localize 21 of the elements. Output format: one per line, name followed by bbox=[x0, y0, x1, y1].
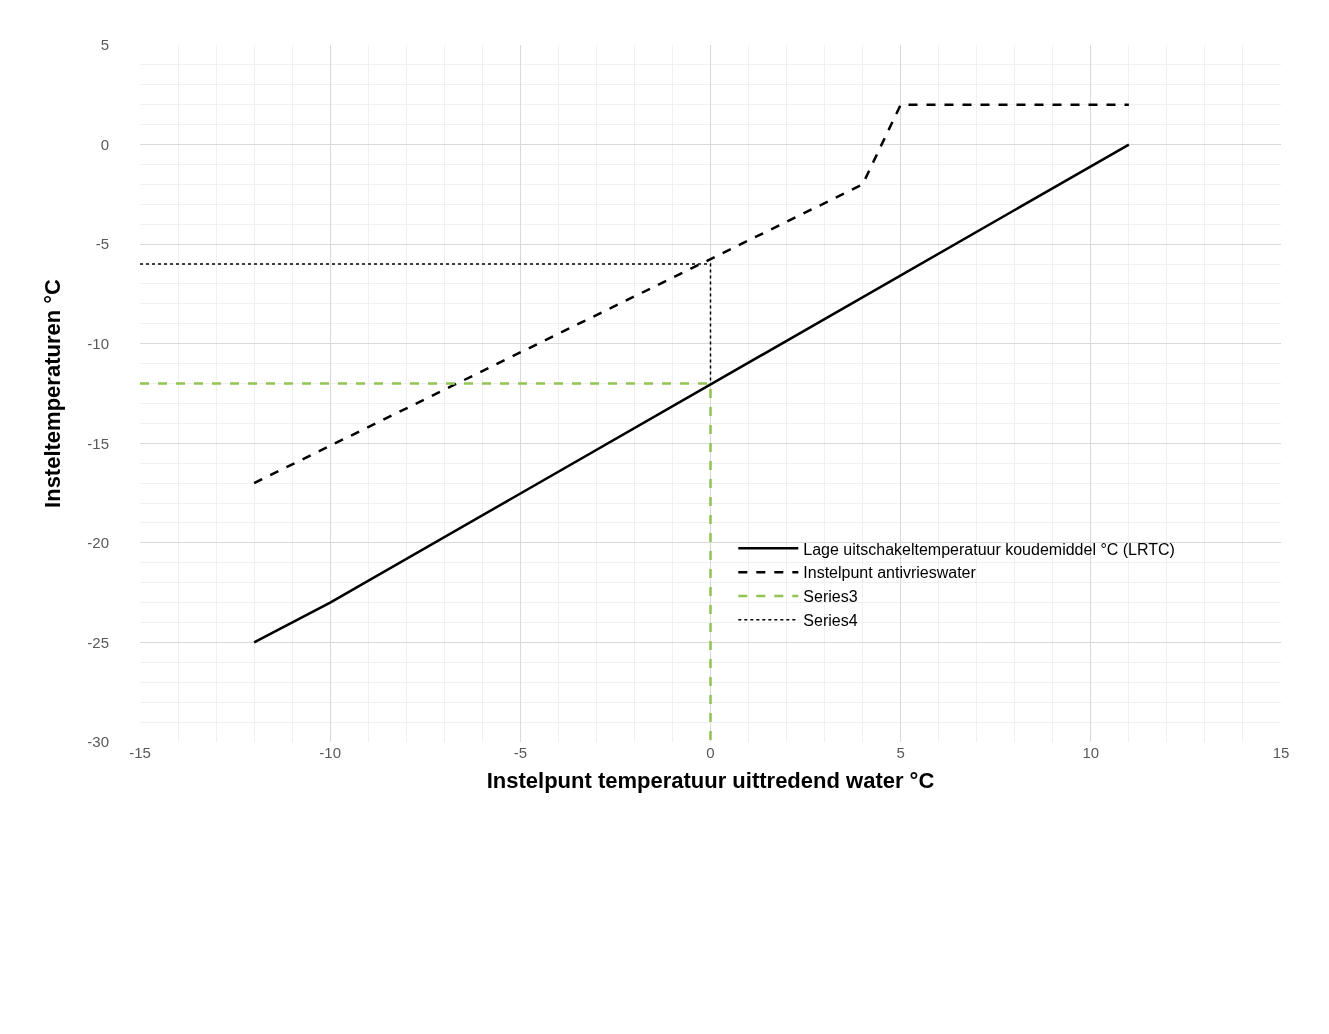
x-tick-label: 10 bbox=[1082, 744, 1100, 761]
y-tick-label: 0 bbox=[100, 135, 109, 153]
legend-label: Instelpunt antivrieswater bbox=[803, 564, 977, 582]
y-tick-label: -25 bbox=[87, 633, 109, 651]
x-tick-label: 0 bbox=[706, 744, 715, 761]
x-tick-label: 5 bbox=[896, 744, 905, 761]
x-tick-label: -10 bbox=[319, 744, 342, 761]
legend-label: Series4 bbox=[803, 611, 858, 629]
legend-label: Series3 bbox=[803, 588, 858, 606]
y-tick-label: -20 bbox=[87, 534, 109, 552]
y-tick-label: -5 bbox=[95, 235, 109, 253]
y-tick-label: -15 bbox=[87, 434, 109, 452]
x-tick-label: -15 bbox=[129, 744, 151, 761]
y-tick-label: 5 bbox=[100, 36, 109, 54]
legend-label: Lage uitschakeltemperatuur koudemiddel °C (LRTC) bbox=[803, 540, 1175, 558]
y-tick-label: -10 bbox=[87, 334, 109, 352]
x-tick-label: 15 bbox=[1272, 744, 1290, 761]
y-tick-label: -30 bbox=[87, 733, 109, 751]
y-axis-title: Insteltemperaturen °C bbox=[40, 278, 66, 508]
x-axis-title: Instelpunt temperatuur uittredend water °C bbox=[486, 767, 935, 793]
x-tick-label: -5 bbox=[513, 744, 527, 761]
